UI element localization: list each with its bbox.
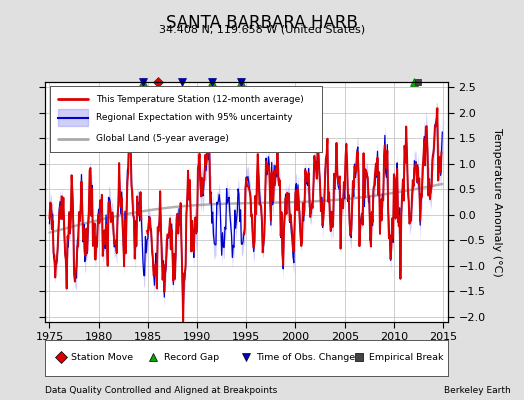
Text: Time of Obs. Change: Time of Obs. Change — [256, 353, 355, 362]
Text: Station Move: Station Move — [71, 353, 133, 362]
Text: Empirical Break: Empirical Break — [369, 353, 444, 362]
Y-axis label: Temperature Anomaly (°C): Temperature Anomaly (°C) — [492, 128, 502, 276]
Text: Record Gap: Record Gap — [163, 353, 219, 362]
Text: SANTA BARBARA HARB: SANTA BARBARA HARB — [166, 14, 358, 32]
Text: Regional Expectation with 95% uncertainty: Regional Expectation with 95% uncertaint… — [96, 113, 293, 122]
Text: Data Quality Controlled and Aligned at Breakpoints: Data Quality Controlled and Aligned at B… — [45, 386, 277, 395]
Text: Global Land (5-year average): Global Land (5-year average) — [96, 134, 229, 143]
Text: Berkeley Earth: Berkeley Earth — [444, 386, 511, 395]
Text: 34.408 N, 119.658 W (United States): 34.408 N, 119.658 W (United States) — [159, 24, 365, 34]
Text: This Temperature Station (12-month average): This Temperature Station (12-month avera… — [96, 95, 304, 104]
